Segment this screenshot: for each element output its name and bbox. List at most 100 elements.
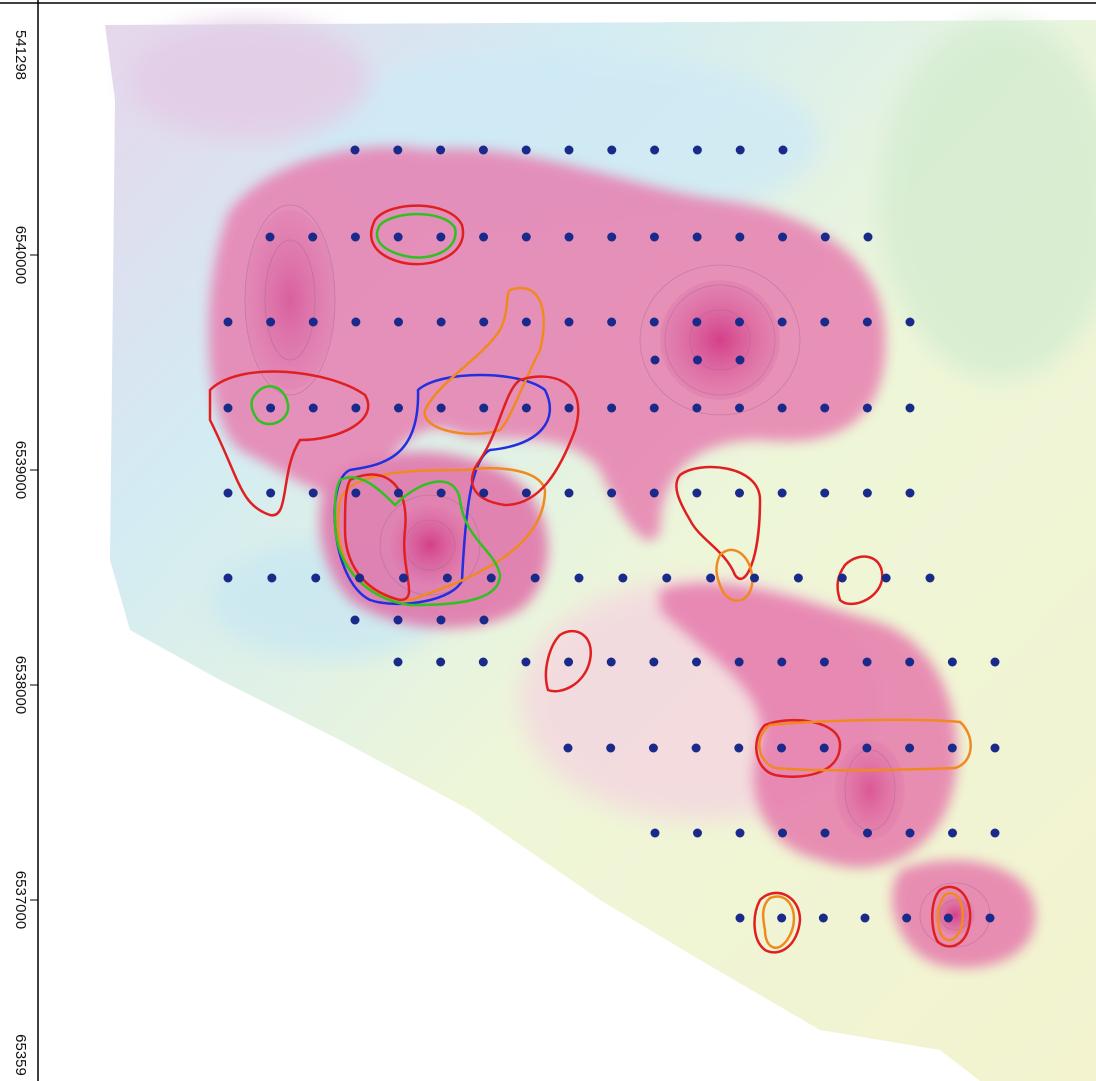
sample-point <box>794 574 803 583</box>
sample-point <box>736 146 745 155</box>
sample-point <box>735 233 744 242</box>
sample-point <box>693 829 702 838</box>
sample-point <box>607 658 616 667</box>
sample-point <box>778 829 787 838</box>
sample-point <box>607 404 616 413</box>
sample-point <box>437 404 446 413</box>
sample-point <box>521 658 530 667</box>
sample-point <box>905 658 914 667</box>
sample-point <box>991 829 1000 838</box>
sample-point <box>522 146 531 155</box>
sample-point <box>351 489 360 498</box>
sample-point <box>607 146 616 155</box>
sample-point <box>565 146 574 155</box>
sample-point <box>906 404 915 413</box>
axis-label: 65359 <box>12 1034 29 1076</box>
axis-label: 6537000 <box>12 871 29 929</box>
sample-point <box>607 233 616 242</box>
sample-point <box>692 658 701 667</box>
sample-point <box>736 356 745 365</box>
sample-point <box>394 489 403 498</box>
sample-point <box>650 404 659 413</box>
sample-point <box>437 489 446 498</box>
sample-point <box>821 829 830 838</box>
sample-point <box>575 574 584 583</box>
sample-point <box>479 233 488 242</box>
sample-point <box>436 146 445 155</box>
sample-point <box>863 489 872 498</box>
sample-point <box>266 233 275 242</box>
sample-point <box>394 318 403 327</box>
sample-point <box>531 574 540 583</box>
axis-label: 541298 <box>12 30 29 80</box>
sample-point <box>266 318 275 327</box>
sample-point <box>820 744 829 753</box>
sample-point <box>882 574 891 583</box>
sample-point <box>820 318 829 327</box>
sample-point <box>736 829 745 838</box>
sample-point <box>651 356 660 365</box>
sample-point <box>821 233 830 242</box>
sample-point <box>436 233 445 242</box>
sample-point <box>735 489 744 498</box>
sample-point <box>863 658 872 667</box>
sample-point <box>479 146 488 155</box>
sample-point <box>309 318 318 327</box>
sample-point <box>308 233 317 242</box>
sample-point <box>224 404 233 413</box>
sample-point <box>480 616 489 625</box>
sample-point <box>662 574 671 583</box>
sample-point <box>649 658 658 667</box>
sample-point <box>650 146 659 155</box>
sample-point <box>564 658 573 667</box>
sample-point <box>394 233 403 242</box>
sample-point <box>991 658 1000 667</box>
sample-point <box>437 616 446 625</box>
sample-point <box>736 914 745 923</box>
sample-point <box>565 233 574 242</box>
sample-point <box>778 489 787 498</box>
sample-point <box>309 404 318 413</box>
sample-point <box>351 616 360 625</box>
sample-point <box>479 404 488 413</box>
sample-point <box>394 616 403 625</box>
sample-point <box>692 404 701 413</box>
sample-point <box>479 489 488 498</box>
sample-point <box>948 658 957 667</box>
sample-point <box>224 489 233 498</box>
sample-point <box>565 404 574 413</box>
sample-point <box>564 744 573 753</box>
sample-point <box>351 233 360 242</box>
sample-point <box>863 829 872 838</box>
sample-point <box>436 658 445 667</box>
sample-point <box>607 318 616 327</box>
sample-point <box>862 744 871 753</box>
sample-point <box>607 489 616 498</box>
sample-point <box>693 356 702 365</box>
sample-point <box>838 574 847 583</box>
sample-point <box>351 146 360 155</box>
sample-point <box>650 489 659 498</box>
sample-point <box>778 233 787 242</box>
sample-point <box>861 914 870 923</box>
sample-point <box>926 574 935 583</box>
sample-point <box>606 744 615 753</box>
sample-point <box>906 829 915 838</box>
sample-point <box>693 233 702 242</box>
sample-point <box>905 744 914 753</box>
sample-point <box>777 744 786 753</box>
sample-point <box>650 233 659 242</box>
sample-point <box>820 658 829 667</box>
sample-point <box>820 489 829 498</box>
sample-point <box>479 318 488 327</box>
sample-point <box>734 744 743 753</box>
sample-point <box>778 318 787 327</box>
sample-point <box>948 829 957 838</box>
sample-point <box>487 574 496 583</box>
page: 541298 6540000 6539000 6538000 6537000 6… <box>0 0 1096 1081</box>
sample-point <box>393 146 402 155</box>
sample-point <box>355 574 364 583</box>
sample-point <box>902 914 911 923</box>
sample-point <box>565 318 574 327</box>
sample-point <box>394 658 403 667</box>
